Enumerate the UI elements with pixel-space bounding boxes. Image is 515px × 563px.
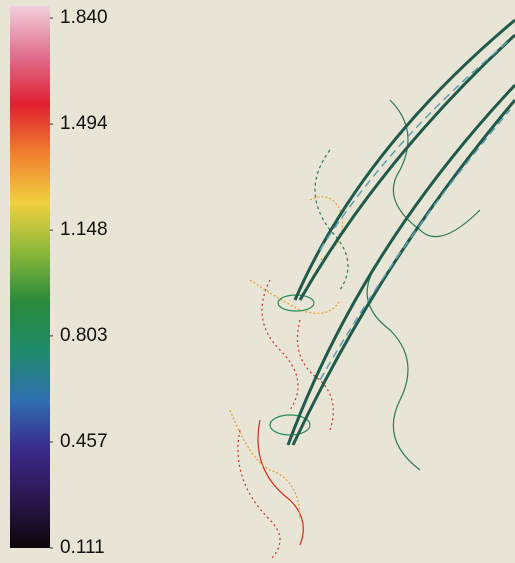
colorbar-tick-label: 1.840 <box>60 7 108 28</box>
colorbar <box>10 6 50 548</box>
contour-line <box>296 319 334 431</box>
contour-line <box>257 419 304 546</box>
contour-line <box>366 259 421 471</box>
contour-field <box>229 99 481 561</box>
blade-edge <box>319 39 511 251</box>
colorbar-tick-label: 0.111 <box>60 537 105 558</box>
blade <box>291 99 515 446</box>
blade <box>298 33 515 301</box>
contour-line <box>309 196 344 261</box>
colorbar-tick-label: 1.148 <box>60 219 108 240</box>
colorbar-tick-label: 0.457 <box>60 431 108 452</box>
blades <box>286 18 515 446</box>
blade-edge <box>319 109 511 381</box>
colorbar-tick-label: 0.803 <box>60 325 108 346</box>
contour-line <box>229 409 301 521</box>
blade <box>286 83 515 446</box>
blade <box>293 18 515 301</box>
contour-line <box>261 279 299 411</box>
contour-line <box>269 414 311 436</box>
contour-line <box>237 429 281 561</box>
colorbar-tick-label: 1.494 <box>60 113 108 134</box>
contour-line <box>389 99 481 238</box>
